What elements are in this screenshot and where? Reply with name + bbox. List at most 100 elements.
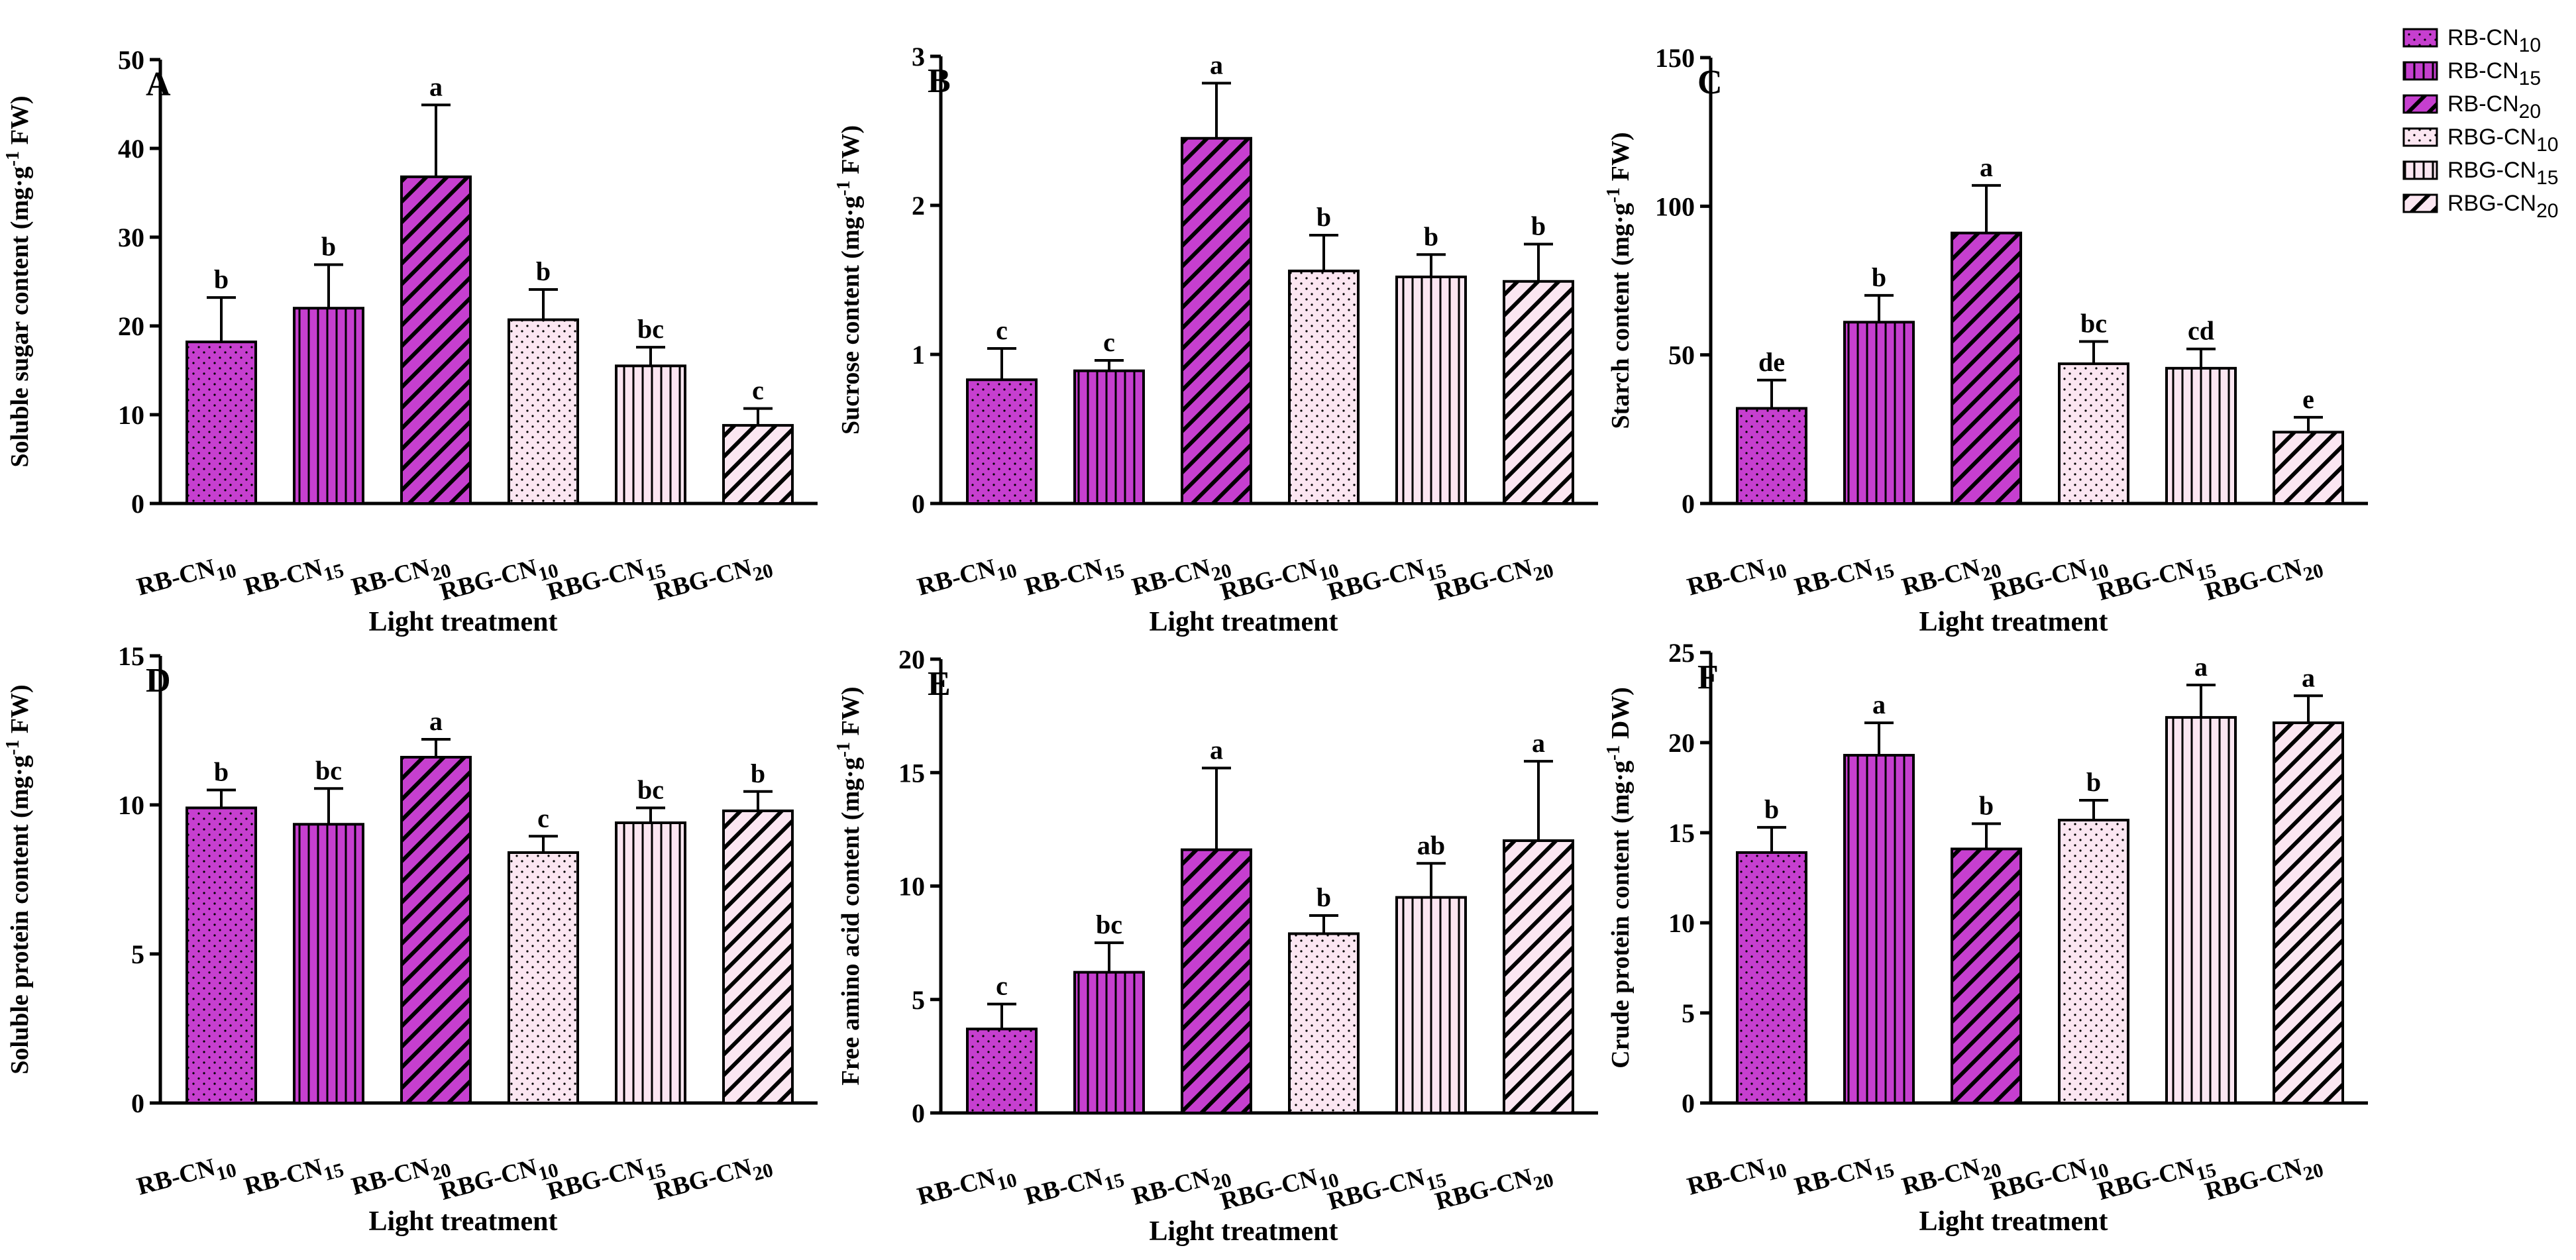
x-tick-label: RBG-CN10 [437,549,561,611]
x-tick-label: RB-CN10 [1684,549,1789,606]
significance-letter: cd [2188,316,2214,346]
significance-letter: e [2302,384,2314,414]
legend-label-sub: 15 [2519,68,2541,89]
legend-item: RB-CN10 [2402,25,2541,56]
y-tick-label: 10 [898,872,925,902]
significance-letter: a [2302,662,2315,692]
legend-label-base: RBG-CN [2447,191,2536,216]
y-tick-label: 150 [1655,43,1695,73]
legend-label-base: RB-CN [2447,25,2519,50]
x-tick-label-base: RB-CN [1129,554,1213,602]
x-tick-label-base: RB-CN [241,1153,325,1201]
x-tick-label-base: RBG-CN [652,554,755,606]
x-tick-label: RBG-CN20 [652,1148,776,1211]
bar-rb-cn10 [966,1027,1038,1115]
significance-letter: a [1980,152,1993,182]
y-axis-title: Soluble protein content (mg·g-1 FW) [3,684,34,1074]
x-tick-label-base: RB-CN [134,1153,218,1201]
y-tick-label: 40 [118,134,144,164]
x-tick-label-sub: 15 [1102,1169,1127,1196]
legend-label-base: RB-CN [2447,58,2519,83]
legend-swatch [2402,61,2438,81]
x-tick-label-base: RBG-CN [1218,554,1321,606]
bar-rb-cn15 [1843,321,1915,505]
x-tick-label-base: RBG-CN [1325,1163,1428,1216]
legend-item: RBG-CN20 [2402,191,2558,222]
bar-rbg-cn15 [615,821,686,1104]
x-tick-label-base: RBG-CN [437,554,541,606]
significance-letter: de [1758,347,1785,377]
bar-rbg-cn20 [722,810,794,1104]
bar-rb-cn20 [1951,847,2022,1104]
legend-item: RB-CN20 [2402,91,2541,123]
x-tick-label-base: RB-CN [1899,1153,1983,1201]
y-tick-label: 15 [118,641,144,671]
y-tick-label: 5 [131,939,144,969]
x-axis-title: Light treatment [1919,607,2108,637]
significance-letter: bc [315,755,342,785]
x-tick-label-sub: 20 [2301,1159,2326,1186]
significance-letter: b [321,232,336,262]
x-tick-label-base: RBG-CN [1988,554,2091,606]
bar-rb-cn10 [1736,407,1807,505]
y-axis-title: Free amino acid content (mg·g-1 FW) [833,686,865,1085]
x-tick-label: RB-CN10 [914,549,1019,606]
x-tick-label-base: RB-CN [1129,1163,1213,1211]
x-tick-label: RBG-CN15 [2095,549,2219,611]
x-tick-label: RB-CN20 [1129,549,1234,606]
significance-letter: a [429,706,443,736]
x-tick-label: RBG-CN15 [1325,549,1449,611]
significance-letter: a [1210,735,1223,764]
bar-rbg-cn10 [1288,270,1360,505]
significance-letter: b [214,757,229,787]
significance-letter: a [1872,690,1886,719]
x-tick-label-base: RB-CN [241,554,325,602]
y-tick-label: 0 [912,1098,925,1128]
x-tick-label-sub: 10 [1764,1159,1790,1186]
y-tick-label: 5 [1682,998,1695,1028]
y-axis-title: Soluble sugar content (mg·g-1 FW) [3,96,34,468]
x-tick-label: RBG-CN15 [545,549,669,611]
x-tick-label: RBG-CN10 [437,1148,561,1211]
x-tick-label-base: RB-CN [1022,554,1106,602]
significance-letter: ab [1417,830,1445,860]
x-tick-label-base: RB-CN [914,554,998,602]
y-tick-label: 10 [118,790,144,820]
legend-label-sub: 10 [2519,34,2541,56]
significance-letter: a [2194,652,2208,682]
significance-letter: c [996,315,1008,345]
y-tick-label: 100 [1655,191,1695,221]
x-tick-label: RB-CN10 [134,549,239,606]
legend-label-sub: 10 [2536,134,2558,156]
bar-rbg-cn20 [2273,721,2344,1104]
significance-letter: c [752,376,764,405]
x-tick-label: RB-CN15 [1792,1148,1896,1206]
panel-letter: D [146,662,171,700]
legend-swatch [2402,94,2438,114]
y-tick-label: 5 [912,985,925,1015]
panel-letter: E [928,665,951,703]
x-tick-label-base: RB-CN [134,554,218,602]
legend-label: RBG-CN15 [2447,158,2558,189]
significance-letter: bc [2080,308,2107,338]
x-axis-title: Light treatment [369,607,558,637]
legend-label: RBG-CN10 [2447,125,2558,156]
bar-rb-cn15 [293,307,364,505]
significance-letter: c [1103,327,1115,357]
y-tick-label: 10 [1668,908,1695,938]
x-tick-label: RBG-CN10 [1988,549,2112,611]
legend-label: RBG-CN20 [2447,191,2558,222]
significance-letter: b [214,264,229,294]
y-tick-label: 50 [1668,341,1695,370]
y-axis-title: Crude protein content (mg·g-1 DW) [1603,687,1635,1069]
significance-letter: a [1532,728,1545,758]
legend-item: RBG-CN10 [2402,125,2558,156]
x-tick-label-sub: 20 [751,1159,776,1186]
legend: RB-CN10RB-CN15RB-CN20RBG-CN10RBG-CN15RBG… [2402,25,2558,222]
legend-label-base: RBG-CN [2447,125,2536,150]
